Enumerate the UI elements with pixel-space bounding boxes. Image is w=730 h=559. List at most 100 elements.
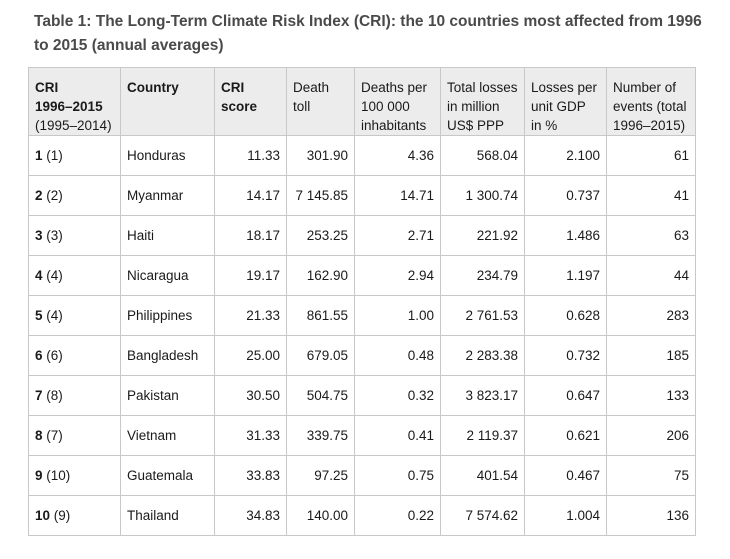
cell-country: Vietnam — [120, 415, 215, 456]
cell-total-losses: 2 119.37 — [440, 415, 525, 456]
rank-previous: (4) — [42, 268, 63, 283]
cell-death-toll: 301.90 — [286, 135, 355, 176]
cell-death-toll: 140.00 — [286, 495, 355, 536]
rank-previous: (9) — [50, 508, 71, 523]
cell-death-toll: 679.05 — [286, 335, 355, 376]
col-header-cri-rank: CRI 1996–2015 (1995–2014) — [28, 67, 121, 136]
cell-number-of-events: 75 — [606, 455, 696, 496]
cell-country: Haiti — [120, 215, 215, 256]
rank-current: 5 — [35, 308, 43, 323]
col-header-country: Country — [120, 67, 215, 136]
rank-current: 2 — [35, 188, 43, 203]
cell-country: Myanmar — [120, 175, 215, 216]
table-row: 3 (3) Haiti 18.17 253.25 2.71 221.92 1.486 63 — [28, 215, 696, 256]
cell-number-of-events: 133 — [606, 375, 696, 416]
cell-losses-per-gdp: 1.197 — [524, 255, 607, 296]
cell-cri-rank: 9 (10) — [28, 455, 121, 496]
cell-cri-rank: 1 (1) — [28, 135, 121, 176]
cell-losses-per-gdp: 0.647 — [524, 375, 607, 416]
rank-previous: (8) — [42, 388, 63, 403]
cell-country: Guatemala — [120, 455, 215, 496]
cell-cri-rank: 3 (3) — [28, 215, 121, 256]
table-row: 6 (6) Bangladesh 25.00 679.05 0.48 2 283.38 0.… — [28, 335, 696, 376]
cell-cri-score: 25.00 — [214, 335, 287, 376]
rank-previous: (10) — [42, 468, 71, 483]
cell-deaths-per-100k: 0.48 — [354, 335, 441, 376]
cell-death-toll: 97.25 — [286, 455, 355, 496]
rank-previous: (7) — [42, 428, 63, 443]
cell-country: Bangladesh — [120, 335, 215, 376]
rank-previous: (6) — [42, 348, 63, 363]
cell-death-toll: 253.25 — [286, 215, 355, 256]
cell-losses-per-gdp: 0.628 — [524, 295, 607, 336]
rank-previous: (2) — [42, 188, 63, 203]
cell-cri-rank: 6 (6) — [28, 335, 121, 376]
cell-country: Pakistan — [120, 375, 215, 416]
cell-total-losses: 221.92 — [440, 215, 525, 256]
rank-current: 3 — [35, 228, 43, 243]
cell-number-of-events: 41 — [606, 175, 696, 216]
cell-total-losses: 568.04 — [440, 135, 525, 176]
table-row: 7 (8) Pakistan 30.50 504.75 0.32 3 823.17 0.64… — [28, 375, 696, 416]
cell-cri-score: 18.17 — [214, 215, 287, 256]
cell-cri-score: 21.33 — [214, 295, 287, 336]
rank-current: 8 — [35, 428, 43, 443]
rank-previous: (3) — [42, 228, 63, 243]
rank-previous: (4) — [42, 308, 63, 323]
table-row: 8 (7) Vietnam 31.33 339.75 0.41 2 119.37 0.621… — [28, 415, 696, 456]
cell-number-of-events: 44 — [606, 255, 696, 296]
cell-total-losses: 234.79 — [440, 255, 525, 296]
table-row: 1 (1) Honduras 11.33 301.90 4.36 568.04 2.100 6… — [28, 135, 696, 176]
caption-line-2: to 2015 (annual averages) — [34, 37, 224, 54]
rank-current: 7 — [35, 388, 43, 403]
cell-cri-rank: 7 (8) — [28, 375, 121, 416]
cell-losses-per-gdp: 1.486 — [524, 215, 607, 256]
cell-cri-score: 34.83 — [214, 495, 287, 536]
table-row: 9 (10) Guatemala 33.83 97.25 0.75 401.54 0.467… — [28, 455, 696, 496]
rank-current: 1 — [35, 148, 43, 163]
cell-country: Nicaragua — [120, 255, 215, 296]
cell-deaths-per-100k: 2.94 — [354, 255, 441, 296]
rank-current: 4 — [35, 268, 43, 283]
cell-total-losses: 3 823.17 — [440, 375, 525, 416]
cell-deaths-per-100k: 2.71 — [354, 215, 441, 256]
cell-cri-rank: 4 (4) — [28, 255, 121, 296]
cell-cri-rank: 2 (2) — [28, 175, 121, 216]
cell-deaths-per-100k: 0.75 — [354, 455, 441, 496]
cell-death-toll: 339.75 — [286, 415, 355, 456]
table-row: 5 (4) Philippines 21.33 861.55 1.00 2 761.53 0… — [28, 295, 696, 336]
cell-losses-per-gdp: 0.621 — [524, 415, 607, 456]
cell-cri-score: 14.17 — [214, 175, 287, 216]
cell-cri-rank: 10 (9) — [28, 495, 121, 536]
cell-deaths-per-100k: 1.00 — [354, 295, 441, 336]
table-caption: Table 1: The Long-Term Climate Risk Inde… — [34, 10, 714, 58]
col-header-death-toll: Death toll — [286, 67, 355, 136]
col-header-total-losses: Total losses in million US$ PPP — [440, 67, 525, 136]
cell-cri-score: 33.83 — [214, 455, 287, 496]
col-header-number-of-events: Number of events (total 1996–2015) — [606, 67, 696, 136]
cell-cri-rank: 8 (7) — [28, 415, 121, 456]
cell-country: Thailand — [120, 495, 215, 536]
cell-number-of-events: 206 — [606, 415, 696, 456]
cell-losses-per-gdp: 0.467 — [524, 455, 607, 496]
cell-death-toll: 7 145.85 — [286, 175, 355, 216]
col-header-deaths-per-100k: Deaths per 100 000 inhabitants — [354, 67, 441, 136]
cell-cri-score: 31.33 — [214, 415, 287, 456]
header-row: CRI 1996–2015 (1995–2014) Country CRI sc… — [28, 67, 696, 136]
rank-current: 10 — [35, 508, 51, 523]
cell-losses-per-gdp: 0.732 — [524, 335, 607, 376]
cell-cri-score: 30.50 — [214, 375, 287, 416]
cell-country: Honduras — [120, 135, 215, 176]
cell-number-of-events: 63 — [606, 215, 696, 256]
cell-cri-score: 11.33 — [214, 135, 287, 176]
cell-losses-per-gdp: 2.100 — [524, 135, 607, 176]
cell-deaths-per-100k: 0.22 — [354, 495, 441, 536]
rank-current: 6 — [35, 348, 43, 363]
cell-total-losses: 7 574.62 — [440, 495, 525, 536]
cri-table: CRI 1996–2015 (1995–2014) Country CRI sc… — [28, 67, 696, 536]
rank-current: 9 — [35, 468, 43, 483]
col-header-losses-per-gdp: Losses per unit GDP in % — [524, 67, 607, 136]
caption-line-1: Table 1: The Long-Term Climate Risk Inde… — [34, 13, 702, 30]
cell-number-of-events: 185 — [606, 335, 696, 376]
cell-country: Philippines — [120, 295, 215, 336]
